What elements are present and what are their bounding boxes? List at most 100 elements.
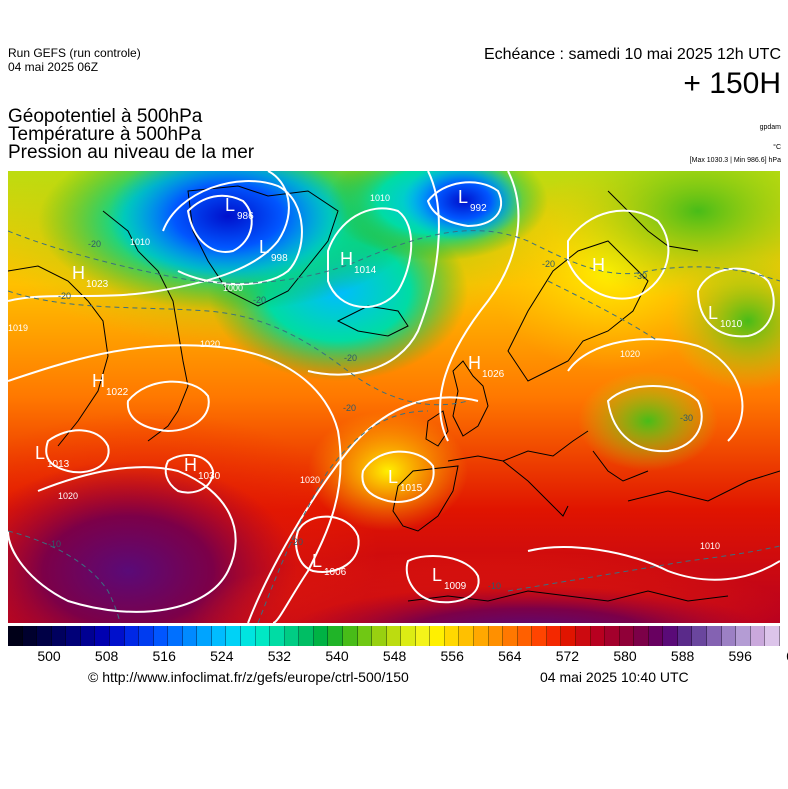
colorbar-swatch [415, 626, 431, 646]
param-pressure: Pression au niveau de la mer [8, 142, 255, 163]
colorbar-swatch [226, 626, 241, 646]
colorbar-swatch [605, 626, 620, 646]
pressure-center-value: 1015 [400, 483, 423, 494]
pressure-center-marker: L [259, 237, 269, 257]
colorbar-swatch [634, 626, 649, 646]
pressure-center-value: 1006 [324, 567, 347, 578]
pressure-center-marker: H [340, 249, 353, 269]
pressure-center-marker: L [35, 443, 45, 463]
isobar-label: 1010 [700, 541, 720, 551]
colorbar-swatch [270, 626, 285, 646]
colorbar-tick-label: 604 [786, 648, 788, 664]
parameter-titles: Géopotentiel à 500hPa Température à 500h… [8, 107, 255, 163]
isotherm-label: -20 [542, 259, 555, 269]
pressure-centers: L 986 L 992 L 998 H 1014 H 1023 H L 1010… [35, 187, 743, 592]
colorbar-swatch [444, 626, 460, 646]
colorbar-swatch [430, 626, 445, 646]
unit-pressure: [Max 1030.3 | Min 986.6] hPa [689, 157, 781, 164]
colorbar-swatch [372, 626, 387, 646]
colorbar-swatch [474, 626, 489, 646]
colorbar-tick-label: 548 [382, 648, 407, 664]
source-url: © http://www.infoclimat.fr/z/gefs/europe… [88, 669, 409, 685]
colorbar-tick-label: 556 [440, 648, 464, 664]
isobar-label: 1020 [58, 491, 78, 501]
colorbar-swatch [124, 626, 140, 646]
isobar-label: 1020 [300, 475, 320, 485]
pressure-center-marker: L [388, 467, 398, 487]
colorbar-swatch [503, 626, 518, 646]
colorbar-swatch [459, 626, 474, 646]
pressure-center-marker: H [184, 455, 197, 475]
colorbar-swatch [488, 626, 504, 646]
isotherm-label: -20 [344, 353, 357, 363]
colorbar-swatch [241, 626, 256, 646]
pressure-center-value: 1026 [482, 369, 505, 380]
colorbar-swatch [575, 626, 591, 646]
colorbar-swatch [736, 626, 751, 646]
pressure-center-value: 1030 [198, 471, 221, 482]
colorbar-swatch [517, 626, 533, 646]
colorbar-swatch [255, 626, 271, 646]
colorbar-tick-label: 500 [37, 648, 61, 664]
isotherm-label: -30 [634, 271, 647, 281]
colorbar-swatch [211, 626, 227, 646]
isotherm-label: -20 [88, 239, 101, 249]
isotherm-label: -20 [253, 295, 266, 305]
colorbar-swatch [153, 626, 169, 646]
isotherms [8, 230, 780, 623]
pressure-center-marker: L [708, 303, 718, 323]
isotherm-label: -30 [680, 413, 693, 423]
pressure-center-marker: L [225, 195, 235, 215]
colorbar-swatch [284, 626, 300, 646]
colorbar-tick-label: 516 [152, 648, 176, 664]
isobar-label: 1010 [370, 193, 390, 203]
run-name: Run GEFS (run controle) [8, 46, 141, 60]
colorbar-swatch [80, 626, 96, 646]
isobar-labels: 1019 1020 1020 1020 1000 1010 1020 1010 … [8, 193, 720, 551]
colorbar-swatch [648, 626, 664, 646]
isobar-label: 1010 [130, 237, 150, 247]
colorbar-tick-label: 532 [267, 648, 292, 664]
param-temperature: Température à 500hPa [8, 124, 202, 145]
pressure-center-value: 1009 [444, 581, 467, 592]
pressure-center-value: 998 [271, 253, 288, 264]
isotherm-label: -20 [343, 403, 356, 413]
pressure-center-marker: H [92, 371, 105, 391]
isotherm-label: -10 [48, 539, 61, 549]
pressure-center-value: 1014 [354, 265, 377, 276]
colorbar-swatch [299, 626, 314, 646]
colorbar-swatch [532, 626, 547, 646]
isobar-label: 1020 [200, 339, 220, 349]
pressure-center-value: 1022 [106, 387, 129, 398]
colorbar-swatch [342, 626, 358, 646]
generated-date: 04 mai 2025 10:40 UTC [540, 669, 689, 685]
colorbar-swatch [401, 626, 416, 646]
colorbar-tick-label: 508 [94, 648, 119, 664]
isotherm-label: -10 [488, 581, 501, 591]
colorbar-swatch [692, 626, 707, 646]
unit-geopotential: gpdam [759, 124, 781, 131]
colorbar-swatch [765, 626, 780, 646]
run-date: 04 mai 2025 06Z [8, 60, 99, 74]
pressure-center-marker: L [458, 187, 468, 207]
colorbar-swatch [721, 626, 737, 646]
colorbar-swatch [109, 626, 125, 646]
pressure-center-marker: H [592, 255, 605, 275]
weather-map: L 986 L 992 L 998 H 1014 H 1023 H L 1010… [8, 171, 780, 623]
run-info: Run GEFS (run controle) 04 mai 2025 06Z [8, 46, 141, 74]
colorbar-swatch [707, 626, 722, 646]
pressure-center-marker: H [72, 263, 85, 283]
pressure-center-value: 1013 [47, 459, 70, 470]
pressure-center-value: 1023 [86, 279, 109, 290]
isotherm-label: -20 [58, 291, 71, 301]
pressure-center-value: 1010 [720, 319, 743, 330]
colorbar-swatch [677, 626, 693, 646]
colorbar-swatch [168, 626, 183, 646]
isobar-label: 1000 [223, 283, 243, 293]
isotherm-label: -20 [290, 537, 303, 547]
colorbar-swatch [37, 626, 52, 646]
echeance-label: Echéance : samedi 10 mai 2025 12h UTC [483, 46, 781, 63]
colorbar-tick-label: 572 [555, 648, 580, 664]
pressure-center-marker: H [468, 353, 481, 373]
colorbar-swatch [546, 626, 562, 646]
